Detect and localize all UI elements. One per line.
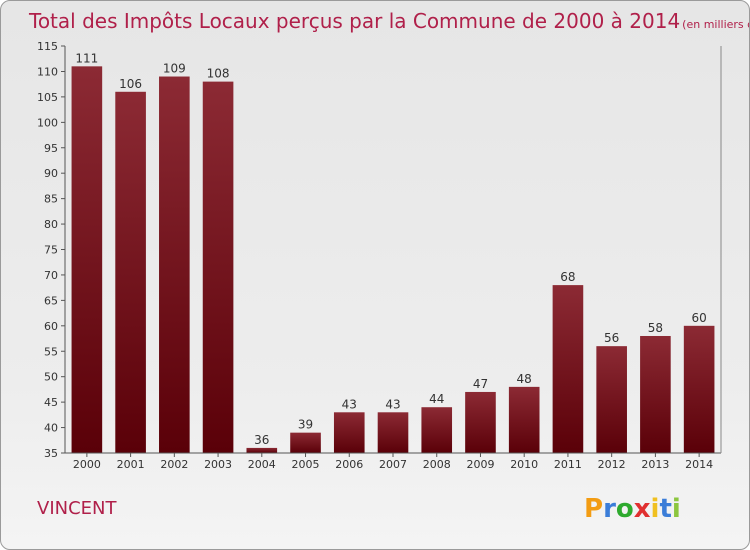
bar-2008 bbox=[421, 407, 453, 453]
x-tick-label-2013: 2013 bbox=[641, 458, 669, 471]
chart-title-main: Total des Impôts Locaux perçus par la Co… bbox=[28, 9, 680, 33]
y-tick-label: 40 bbox=[44, 422, 58, 435]
x-tick-label-2008: 2008 bbox=[423, 458, 451, 471]
value-label-2009: 47 bbox=[473, 377, 488, 391]
chart-title: Total des Impôts Locaux perçus par la Co… bbox=[28, 9, 750, 33]
bars-group: 111 106 109 108 36 39 43 43 44 47 48 68 56 58 60 bbox=[71, 51, 715, 454]
value-label-2000: 111 bbox=[75, 51, 98, 65]
commune-name: VINCENT bbox=[37, 498, 117, 519]
y-tick-label: 105 bbox=[37, 91, 58, 104]
bar-2002 bbox=[159, 76, 190, 454]
x-tick-label-2004: 2004 bbox=[248, 458, 276, 471]
bar-2004 bbox=[246, 447, 278, 453]
bar-2012 bbox=[596, 346, 627, 453]
value-label-2004: 36 bbox=[254, 433, 269, 447]
y-tick-label: 70 bbox=[44, 269, 58, 282]
y-tick-label: 35 bbox=[44, 447, 58, 460]
x-tick-label-2001: 2001 bbox=[117, 458, 145, 471]
logo-letter: i bbox=[672, 494, 681, 524]
proxiti-logo: Proxiti bbox=[584, 494, 681, 524]
value-label-2012: 56 bbox=[604, 331, 619, 345]
value-label-2014: 60 bbox=[691, 311, 706, 325]
x-tick-label-2010: 2010 bbox=[510, 458, 538, 471]
bar-2006 bbox=[333, 412, 365, 453]
bar-2011 bbox=[552, 285, 584, 453]
y-tick-label: 75 bbox=[44, 244, 58, 257]
x-tick-label-2005: 2005 bbox=[292, 458, 320, 471]
bar-2007 bbox=[377, 412, 409, 453]
logo-letter: P bbox=[584, 494, 603, 524]
value-label-2010: 48 bbox=[517, 372, 532, 386]
x-tick-label-2012: 2012 bbox=[598, 458, 626, 471]
logo-letter: t bbox=[659, 494, 671, 524]
x-tick-label-2003: 2003 bbox=[204, 458, 232, 471]
value-label-2001: 106 bbox=[119, 77, 142, 91]
chart-subtitle: (en milliers d'€) bbox=[682, 18, 750, 31]
y-tick-label: 50 bbox=[44, 371, 58, 384]
y-tick-label: 80 bbox=[44, 218, 58, 231]
y-tick-label: 110 bbox=[37, 65, 58, 78]
value-label-2011: 68 bbox=[560, 270, 575, 284]
y-tick-label: 100 bbox=[37, 116, 58, 129]
x-tick-label-2006: 2006 bbox=[335, 458, 363, 471]
value-label-2013: 58 bbox=[648, 321, 663, 335]
x-tick-label-2009: 2009 bbox=[466, 458, 494, 471]
y-tick-label: 45 bbox=[44, 396, 58, 409]
y-tick-label: 95 bbox=[44, 142, 58, 155]
y-tick-label: 85 bbox=[44, 193, 58, 206]
logo-letter: o bbox=[616, 494, 634, 524]
x-axis: 2000 2001 2002 2003 2004 2005 2006 2007 2008 2009… bbox=[73, 453, 713, 471]
y-tick-label: 90 bbox=[44, 167, 58, 180]
bar-2005 bbox=[290, 432, 321, 453]
value-label-2003: 108 bbox=[207, 67, 230, 81]
bar-2009 bbox=[465, 391, 496, 453]
value-label-2007: 43 bbox=[385, 397, 400, 411]
logo-letter: i bbox=[651, 494, 660, 524]
bar-2003 bbox=[202, 81, 234, 454]
bar-2014 bbox=[683, 325, 715, 453]
bar-2000 bbox=[71, 66, 103, 453]
y-axis: 35 40 45 50 55 60 65 70 75 80 85 90 95 100 105 110 115 bbox=[37, 40, 65, 460]
y-tick-label: 60 bbox=[44, 320, 58, 333]
value-label-2006: 43 bbox=[342, 397, 357, 411]
value-label-2008: 44 bbox=[429, 392, 444, 406]
bar-2010 bbox=[508, 386, 540, 453]
bar-2001 bbox=[115, 91, 146, 453]
x-tick-label-2000: 2000 bbox=[73, 458, 101, 471]
y-tick-label: 65 bbox=[44, 294, 58, 307]
value-label-2005: 39 bbox=[298, 418, 313, 432]
value-label-2002: 109 bbox=[163, 62, 186, 76]
x-tick-label-2002: 2002 bbox=[160, 458, 188, 471]
y-tick-label: 55 bbox=[44, 345, 58, 358]
y-tick-label: 115 bbox=[37, 40, 58, 53]
bar-2013 bbox=[640, 335, 671, 453]
x-tick-label-2011: 2011 bbox=[554, 458, 582, 471]
x-tick-label-2007: 2007 bbox=[379, 458, 407, 471]
logo-letter: x bbox=[634, 494, 651, 524]
x-tick-label-2014: 2014 bbox=[685, 458, 713, 471]
logo-letter: r bbox=[603, 494, 616, 524]
